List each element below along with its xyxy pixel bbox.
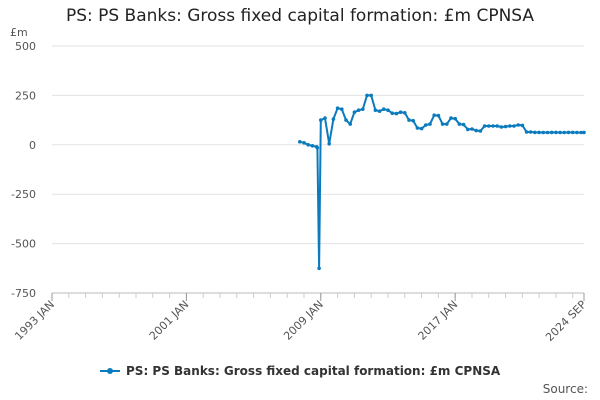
data-point[interactable]	[524, 130, 529, 134]
data-point[interactable]	[424, 123, 428, 127]
data-point[interactable]	[302, 141, 306, 145]
data-point[interactable]	[453, 116, 458, 121]
data-point[interactable]	[449, 116, 453, 120]
data-point[interactable]	[382, 107, 386, 111]
data-point[interactable]	[562, 130, 567, 135]
data-point[interactable]	[461, 122, 466, 127]
data-point[interactable]	[520, 123, 525, 128]
data-point[interactable]	[344, 118, 348, 122]
data-point[interactable]	[499, 125, 504, 129]
data-point[interactable]	[348, 122, 353, 126]
data-point[interactable]	[319, 118, 323, 122]
series-group	[298, 93, 586, 271]
data-point[interactable]	[415, 126, 420, 130]
data-point[interactable]	[377, 109, 382, 113]
data-point[interactable]	[445, 122, 449, 126]
data-point[interactable]	[558, 130, 562, 135]
data-point[interactable]	[474, 128, 479, 133]
data-point[interactable]	[310, 144, 315, 148]
y-tick-label: -750	[11, 287, 36, 300]
data-point[interactable]	[323, 116, 327, 120]
data-point[interactable]	[528, 130, 533, 134]
data-point[interactable]	[327, 142, 332, 146]
data-point[interactable]	[419, 126, 424, 131]
x-axis	[51, 292, 585, 301]
y-tick-label: 250	[15, 89, 36, 102]
data-point[interactable]	[411, 118, 416, 123]
data-point[interactable]	[352, 110, 357, 114]
legend-swatch	[99, 367, 120, 374]
y-axis-ticks: 500 250 0 -250 -500 -750	[11, 40, 36, 300]
data-point[interactable]	[512, 124, 516, 128]
data-point[interactable]	[582, 130, 586, 135]
data-point[interactable]	[306, 143, 311, 147]
y-axis-label: £m	[10, 26, 28, 39]
legend-label: PS: PS Banks: Gross fixed capital format…	[126, 364, 501, 378]
data-point[interactable]	[487, 124, 491, 128]
data-point[interactable]	[317, 266, 321, 271]
data-point[interactable]	[541, 130, 546, 135]
x-tick-label: 2017 JAN	[416, 298, 461, 343]
data-point[interactable]	[361, 107, 365, 111]
data-point[interactable]	[315, 146, 320, 150]
source-label: Source:	[542, 382, 588, 396]
data-point[interactable]	[457, 122, 462, 126]
data-point[interactable]	[398, 110, 403, 114]
data-point[interactable]	[516, 123, 520, 127]
series-line	[299, 94, 585, 270]
data-point[interactable]	[491, 124, 495, 128]
data-point[interactable]	[549, 130, 554, 135]
data-point[interactable]	[466, 127, 470, 132]
data-point[interactable]	[403, 111, 407, 115]
x-tick-label: 1993 JAN	[12, 298, 57, 343]
data-point[interactable]	[503, 124, 508, 129]
data-point[interactable]	[440, 122, 445, 126]
data-point[interactable]	[508, 124, 512, 128]
y-tick-label: -500	[11, 238, 36, 251]
data-point[interactable]	[554, 130, 558, 135]
data-point[interactable]	[570, 130, 575, 135]
data-point[interactable]	[537, 130, 541, 135]
data-point[interactable]	[365, 93, 369, 98]
data-point[interactable]	[394, 111, 399, 116]
data-point[interactable]	[470, 127, 474, 131]
chart-title: PS: PS Banks: Gross fixed capital format…	[65, 6, 535, 26]
y-tick-label: -250	[11, 188, 36, 201]
data-point[interactable]	[432, 113, 437, 117]
data-point[interactable]	[390, 111, 395, 115]
data-point[interactable]	[369, 93, 374, 98]
y-tick-label: 500	[15, 40, 36, 53]
data-point[interactable]	[566, 130, 571, 135]
data-point[interactable]	[436, 113, 441, 118]
data-point[interactable]	[575, 130, 579, 135]
data-point[interactable]	[478, 129, 483, 133]
data-point[interactable]	[482, 124, 487, 128]
x-axis-ticks: 1993 JAN 2001 JAN 2009 JAN 2017 JAN 2024 SEP	[12, 298, 589, 344]
data-point[interactable]	[356, 108, 361, 112]
data-point[interactable]	[428, 122, 432, 126]
x-tick-label: 2009 JAN	[281, 298, 326, 343]
data-point[interactable]	[373, 108, 378, 112]
x-tick-label: 2001 JAN	[147, 298, 192, 343]
data-point[interactable]	[545, 130, 550, 135]
data-point[interactable]	[298, 140, 302, 144]
data-point[interactable]	[579, 130, 583, 135]
data-point[interactable]	[495, 124, 500, 128]
data-point[interactable]	[533, 130, 537, 135]
data-point[interactable]	[340, 107, 344, 111]
data-point[interactable]	[335, 106, 340, 110]
x-tick-label: 2024 SEP	[543, 298, 589, 344]
y-tick-label: 0	[29, 139, 36, 152]
data-point[interactable]	[331, 117, 336, 121]
data-point[interactable]	[386, 108, 390, 112]
legend[interactable]: PS: PS Banks: Gross fixed capital format…	[0, 364, 600, 378]
data-point[interactable]	[407, 118, 411, 122]
